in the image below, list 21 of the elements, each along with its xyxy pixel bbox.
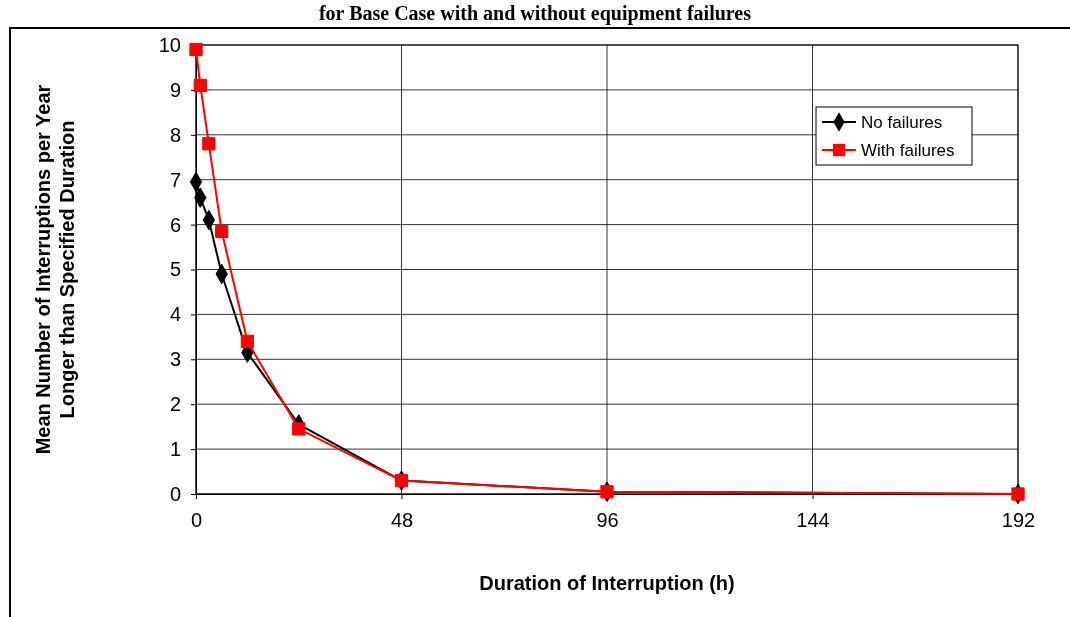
y-tick-label: 0 <box>169 482 181 505</box>
y-tick-label: 4 <box>169 303 181 326</box>
y-tick-label: 9 <box>169 78 181 101</box>
x-tick-label: 192 <box>1001 509 1036 532</box>
y-tick-label: 3 <box>169 348 181 371</box>
x-tick-label: 0 <box>190 509 203 532</box>
y-tick-label: 10 <box>158 33 181 56</box>
x-tick-label: 144 <box>796 509 830 532</box>
y-tick-label: 2 <box>169 393 181 416</box>
y-tick-label: 1 <box>169 438 181 460</box>
y-tick-label: 7 <box>169 168 181 191</box>
chart-title: for Base Case with and without equipment failures <box>318 2 752 25</box>
y-tick-label: 5 <box>169 258 181 281</box>
legend-label: No failures <box>861 113 943 132</box>
x-tick-label: 96 <box>596 509 619 532</box>
x-axis-title: Duration of Interruption (h) <box>479 572 735 594</box>
y-tick-label: 6 <box>169 213 181 236</box>
y-tick-label: 8 <box>169 123 181 146</box>
y-axis-title: Mean Number of Interruptions per Year Longer than Specified Duration <box>32 84 78 455</box>
legend-label: With failures <box>861 141 955 160</box>
x-tick-label: 48 <box>390 509 414 532</box>
